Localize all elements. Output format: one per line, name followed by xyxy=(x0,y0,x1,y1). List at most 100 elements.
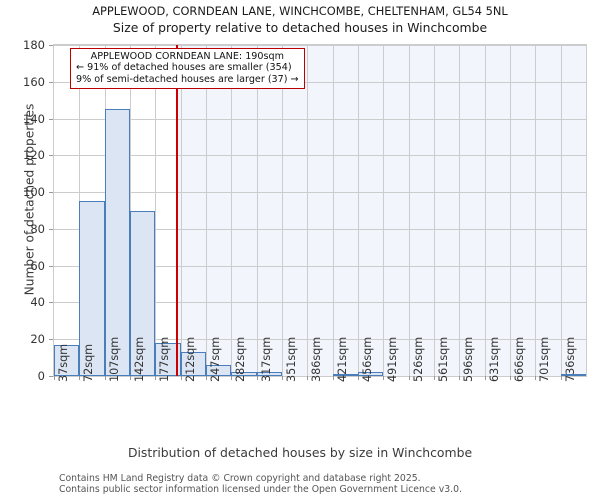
x-axis-tick-mark xyxy=(485,376,486,380)
histogram-bar xyxy=(333,374,358,376)
callout-larger-text: 9% of semi-detached houses are larger (3… xyxy=(76,73,299,85)
footer-line-2: Contains public sector information licen… xyxy=(59,483,462,495)
y-axis-tick-mark xyxy=(49,302,53,303)
x-axis-tick-label: 491sqm xyxy=(386,336,400,382)
y-axis-tick-label: 180 xyxy=(23,38,45,52)
x-axis-tick-label: 526sqm xyxy=(411,336,425,382)
x-axis-tick-mark xyxy=(155,376,156,380)
page-title: APPLEWOOD, CORNDEAN LANE, WINCHCOMBE, CH… xyxy=(92,4,508,18)
gridline-horizontal xyxy=(54,155,586,157)
x-axis-tick-mark xyxy=(409,376,410,380)
gridline-vertical xyxy=(459,45,460,376)
x-axis-tick-mark xyxy=(459,376,460,380)
plot-area xyxy=(53,44,587,377)
gridline-vertical xyxy=(155,45,156,376)
histogram-bar xyxy=(105,109,130,376)
gridline-vertical xyxy=(561,45,562,376)
subject-property-callout: APPLEWOOD CORNDEAN LANE: 190sqm ← 91% of… xyxy=(70,48,305,90)
gridline-vertical xyxy=(206,45,207,376)
y-axis-tick-mark xyxy=(49,119,53,120)
x-axis-tick-mark xyxy=(561,376,562,380)
histogram-bar xyxy=(257,372,282,376)
x-axis-tick-mark xyxy=(358,376,359,380)
x-axis-title: Distribution of detached houses by size … xyxy=(127,445,473,460)
x-axis-tick-label: 386sqm xyxy=(310,336,324,382)
gridline-horizontal xyxy=(54,228,586,230)
gridline-horizontal xyxy=(54,192,586,194)
gridline-horizontal xyxy=(54,339,586,341)
y-axis-tick-label: 40 xyxy=(30,295,45,310)
gridline-vertical xyxy=(333,45,334,376)
x-axis-tick-mark xyxy=(535,376,536,380)
histogram-bar xyxy=(181,352,206,376)
histogram-bar xyxy=(206,364,231,376)
callout-title: APPLEWOOD CORNDEAN LANE: 190sqm xyxy=(90,51,284,62)
gridline-horizontal xyxy=(54,81,586,83)
gridline-vertical xyxy=(307,45,308,376)
histogram-bar xyxy=(79,201,105,376)
x-axis-tick-mark xyxy=(181,376,182,380)
histogram-bar xyxy=(231,372,257,376)
x-axis-tick-label: 351sqm xyxy=(285,336,298,382)
y-axis-tick-label: 160 xyxy=(23,74,45,89)
y-axis-tick-mark xyxy=(49,155,53,156)
x-axis-tick-mark xyxy=(434,376,435,380)
gridline-vertical xyxy=(409,45,410,376)
y-axis-tick-mark xyxy=(49,339,53,340)
gridline-vertical xyxy=(535,45,536,376)
gridline-horizontal xyxy=(54,265,586,267)
y-axis-tick-mark xyxy=(49,82,53,83)
gridline-vertical xyxy=(485,45,486,376)
x-axis-tick-label: 107sqm xyxy=(107,336,121,382)
larger-than-subject-region xyxy=(177,45,586,376)
y-axis-tick-label: 120 xyxy=(23,148,45,163)
gridline-horizontal xyxy=(54,118,586,120)
x-axis-tick-label: 72sqm xyxy=(82,343,96,382)
x-axis-tick-label: 631sqm xyxy=(487,336,501,382)
gridline-horizontal xyxy=(54,302,586,304)
y-axis-tick-mark xyxy=(49,229,53,230)
histogram-bar xyxy=(54,344,79,376)
y-axis-tick-mark xyxy=(49,376,53,377)
histogram-bar xyxy=(358,372,383,376)
y-axis-tick-mark xyxy=(49,266,53,267)
y-axis-tick-mark xyxy=(49,192,53,193)
x-axis-tick-mark xyxy=(282,376,283,380)
x-axis-tick-mark xyxy=(54,376,55,380)
x-axis-tick-mark xyxy=(257,376,258,380)
x-axis-tick-label: 247sqm xyxy=(209,336,222,382)
gridline-vertical xyxy=(257,45,258,376)
x-axis-tick-mark xyxy=(206,376,207,380)
chart-subtitle: Size of property relative to detached ho… xyxy=(112,20,488,35)
x-axis-tick-label: 421sqm xyxy=(335,336,349,382)
x-axis-tick-label: 701sqm xyxy=(538,336,552,382)
subject-property-marker-line xyxy=(176,45,179,376)
x-axis-tick-label: 666sqm xyxy=(513,336,526,382)
y-axis-tick-label: 60 xyxy=(30,258,45,273)
x-axis-tick-label: 561sqm xyxy=(437,336,450,382)
x-axis-tick-mark xyxy=(130,376,131,380)
x-axis-tick-mark xyxy=(79,376,80,380)
x-axis-tick-mark xyxy=(510,376,511,380)
y-axis-tick-label: 80 xyxy=(30,221,45,236)
y-axis-tick-label: 140 xyxy=(23,111,45,126)
chart-title-block: APPLEWOOD, CORNDEAN LANE, WINCHCOMBE, CH… xyxy=(0,4,600,36)
gridline-vertical xyxy=(383,45,384,376)
gridline-vertical xyxy=(434,45,435,376)
plot-inner xyxy=(54,45,586,376)
gridline-vertical xyxy=(510,45,511,376)
gridline-vertical xyxy=(358,45,359,376)
x-axis-tick-mark xyxy=(307,376,308,380)
gridline-vertical xyxy=(181,45,182,376)
y-axis-tick-label: 20 xyxy=(30,332,45,347)
x-axis-tick-label: 177sqm xyxy=(158,336,172,382)
x-axis-tick-label: 142sqm xyxy=(133,336,146,382)
y-axis-tick-mark xyxy=(49,45,53,46)
x-axis-tick-label: 736sqm xyxy=(563,336,577,382)
histogram-bar xyxy=(561,374,586,376)
gridline-vertical xyxy=(231,45,232,376)
footer: Contains HM Land Registry data © Crown c… xyxy=(59,473,599,495)
histogram-bar xyxy=(130,210,155,376)
y-axis-tick-label: 0 xyxy=(37,369,45,383)
x-axis-tick-mark xyxy=(105,376,106,380)
